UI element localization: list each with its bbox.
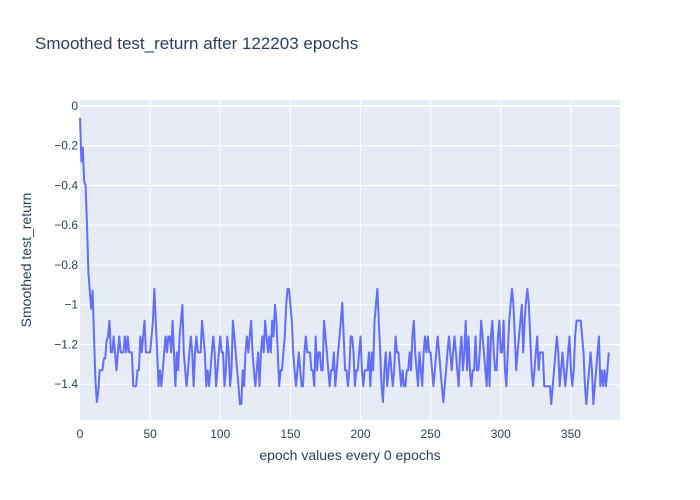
x-tick-label: 200	[351, 427, 371, 441]
y-tick-label: −0.4	[54, 178, 78, 192]
y-tick-labels: 0 −0.2 −0.4 −0.6 −0.8 −1 −1.2 −1.4	[54, 99, 78, 391]
y-tick-label: −0.6	[54, 218, 78, 232]
y-tick-label: −1	[64, 298, 78, 312]
x-tick-label: 250	[421, 427, 441, 441]
y-tick-label: −1.2	[54, 337, 78, 351]
y-tick-label: −0.2	[54, 139, 78, 153]
y-axis-title: Smoothed test_return	[18, 193, 34, 328]
y-tick-label: −0.8	[54, 258, 78, 272]
x-tick-label: 300	[491, 427, 511, 441]
x-tick-labels: 0 50 100 150 200 250 300 350	[77, 427, 582, 441]
chart-title: Smoothed test_return after 122203 epochs	[35, 34, 359, 53]
x-tick-label: 100	[210, 427, 230, 441]
x-axis-title: epoch values every 0 epochs	[259, 447, 440, 463]
x-tick-label: 50	[143, 427, 157, 441]
y-tick-label: 0	[71, 99, 78, 113]
x-tick-label: 350	[561, 427, 581, 441]
y-tick-label: −1.4	[54, 377, 78, 391]
x-tick-label: 150	[280, 427, 300, 441]
series-line	[79, 117, 610, 406]
x-gridlines	[149, 100, 572, 420]
x-tick-label: 0	[77, 427, 84, 441]
